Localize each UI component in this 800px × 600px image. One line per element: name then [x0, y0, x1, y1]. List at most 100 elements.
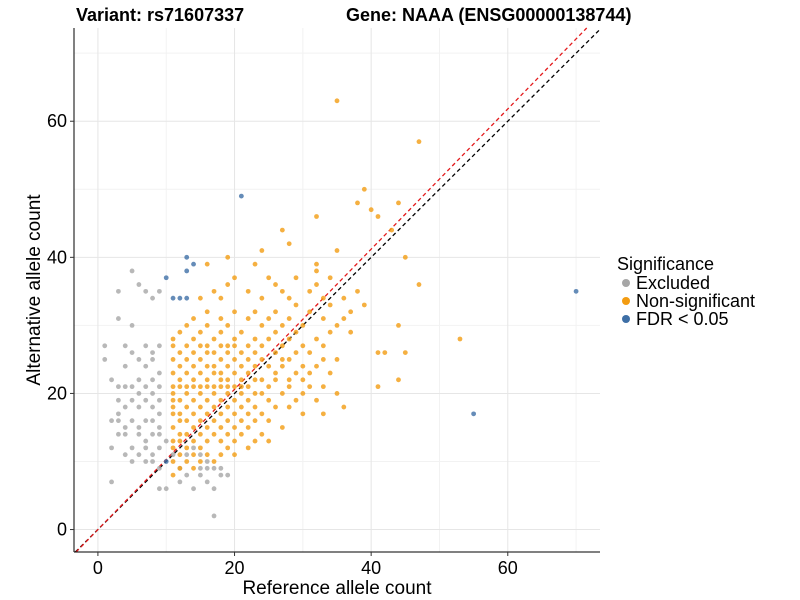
point-non-significant: [232, 438, 237, 444]
point-excluded: [156, 465, 162, 471]
point-non-significant: [225, 431, 231, 437]
point-excluded: [218, 465, 224, 471]
axes: [73, 28, 600, 553]
point-non-significant: [259, 357, 265, 362]
point-non-significant: [184, 357, 190, 362]
point-non-significant: [204, 350, 210, 356]
point-non-significant: [232, 343, 237, 349]
point-non-significant: [402, 254, 408, 260]
point-non-significant: [170, 384, 176, 390]
point-non-significant: [245, 411, 251, 417]
point-non-significant: [245, 384, 251, 390]
point-non-significant: [396, 200, 401, 206]
point-excluded: [109, 418, 114, 424]
point-non-significant: [259, 377, 265, 383]
point-non-significant: [177, 438, 183, 444]
fitted-line: [75, 27, 588, 553]
point-non-significant: [184, 391, 190, 396]
point-non-significant: [177, 363, 183, 369]
point-excluded: [163, 438, 169, 444]
point-excluded: [156, 445, 162, 451]
point-non-significant: [225, 350, 231, 356]
point-non-significant: [225, 322, 231, 328]
legend: Significance ExcludedNon-significantFDR …: [617, 254, 755, 329]
point-non-significant: [170, 343, 176, 349]
point-non-significant: [457, 336, 463, 342]
point-non-significant: [197, 445, 203, 451]
point-non-significant: [225, 282, 231, 287]
point-non-significant: [225, 363, 231, 369]
point-non-significant: [286, 377, 292, 383]
point-excluded: [150, 459, 155, 464]
point-excluded: [122, 363, 128, 369]
point-non-significant: [279, 391, 285, 396]
point-non-significant: [334, 357, 340, 362]
point-non-significant: [259, 295, 265, 301]
point-fdr-significant: [471, 411, 477, 417]
point-non-significant: [177, 329, 183, 335]
point-fdr-significant: [163, 459, 169, 464]
point-non-significant: [266, 275, 272, 281]
point-excluded: [150, 431, 155, 437]
point-non-significant: [245, 425, 251, 430]
point-non-significant: [238, 350, 244, 356]
point-excluded: [116, 418, 121, 424]
point-excluded: [156, 397, 162, 403]
point-excluded: [109, 479, 114, 485]
point-non-significant: [211, 404, 217, 410]
point-excluded: [122, 425, 128, 430]
point-non-significant: [218, 397, 224, 403]
point-non-significant: [184, 404, 190, 410]
y-tick-label: 40: [47, 247, 67, 267]
point-non-significant: [266, 384, 272, 390]
point-excluded: [156, 370, 162, 376]
point-non-significant: [232, 336, 237, 342]
point-non-significant: [177, 397, 183, 403]
point-non-significant: [232, 425, 237, 430]
point-non-significant: [266, 363, 272, 369]
point-non-significant: [232, 384, 237, 390]
legend-label: Non-significant: [636, 291, 755, 311]
point-excluded: [143, 363, 149, 369]
point-non-significant: [197, 329, 203, 335]
point-excluded: [163, 486, 169, 492]
point-non-significant: [204, 377, 210, 383]
point-excluded: [156, 288, 162, 294]
y-tick-label: 0: [57, 520, 67, 540]
point-non-significant: [355, 288, 360, 294]
point-non-significant: [204, 384, 210, 390]
point-non-significant: [327, 329, 333, 335]
point-excluded: [191, 445, 196, 451]
point-excluded: [109, 445, 114, 451]
point-non-significant: [170, 438, 176, 444]
point-non-significant: [348, 329, 354, 335]
point-non-significant: [361, 186, 367, 192]
point-non-significant: [238, 391, 244, 396]
point-excluded: [129, 384, 135, 390]
point-non-significant: [314, 261, 319, 267]
point-non-significant: [341, 316, 347, 321]
point-non-significant: [293, 397, 299, 403]
point-non-significant: [320, 411, 326, 417]
point-non-significant: [191, 316, 196, 321]
point-non-significant: [286, 336, 292, 342]
point-non-significant: [238, 329, 244, 335]
point-non-significant: [232, 411, 237, 417]
point-non-significant: [177, 350, 183, 356]
point-excluded: [143, 445, 149, 451]
point-excluded: [204, 459, 210, 464]
point-non-significant: [375, 384, 381, 390]
point-non-significant: [327, 275, 333, 281]
point-excluded: [204, 479, 210, 485]
point-non-significant: [252, 404, 258, 410]
point-non-significant: [197, 343, 203, 349]
point-non-significant: [279, 288, 285, 294]
point-non-significant: [211, 363, 217, 369]
point-non-significant: [307, 370, 313, 376]
point-non-significant: [191, 377, 196, 383]
point-non-significant: [191, 425, 196, 430]
point-non-significant: [293, 329, 299, 335]
y-tick-label: 20: [47, 383, 67, 403]
point-non-significant: [252, 363, 258, 369]
point-excluded: [136, 404, 142, 410]
